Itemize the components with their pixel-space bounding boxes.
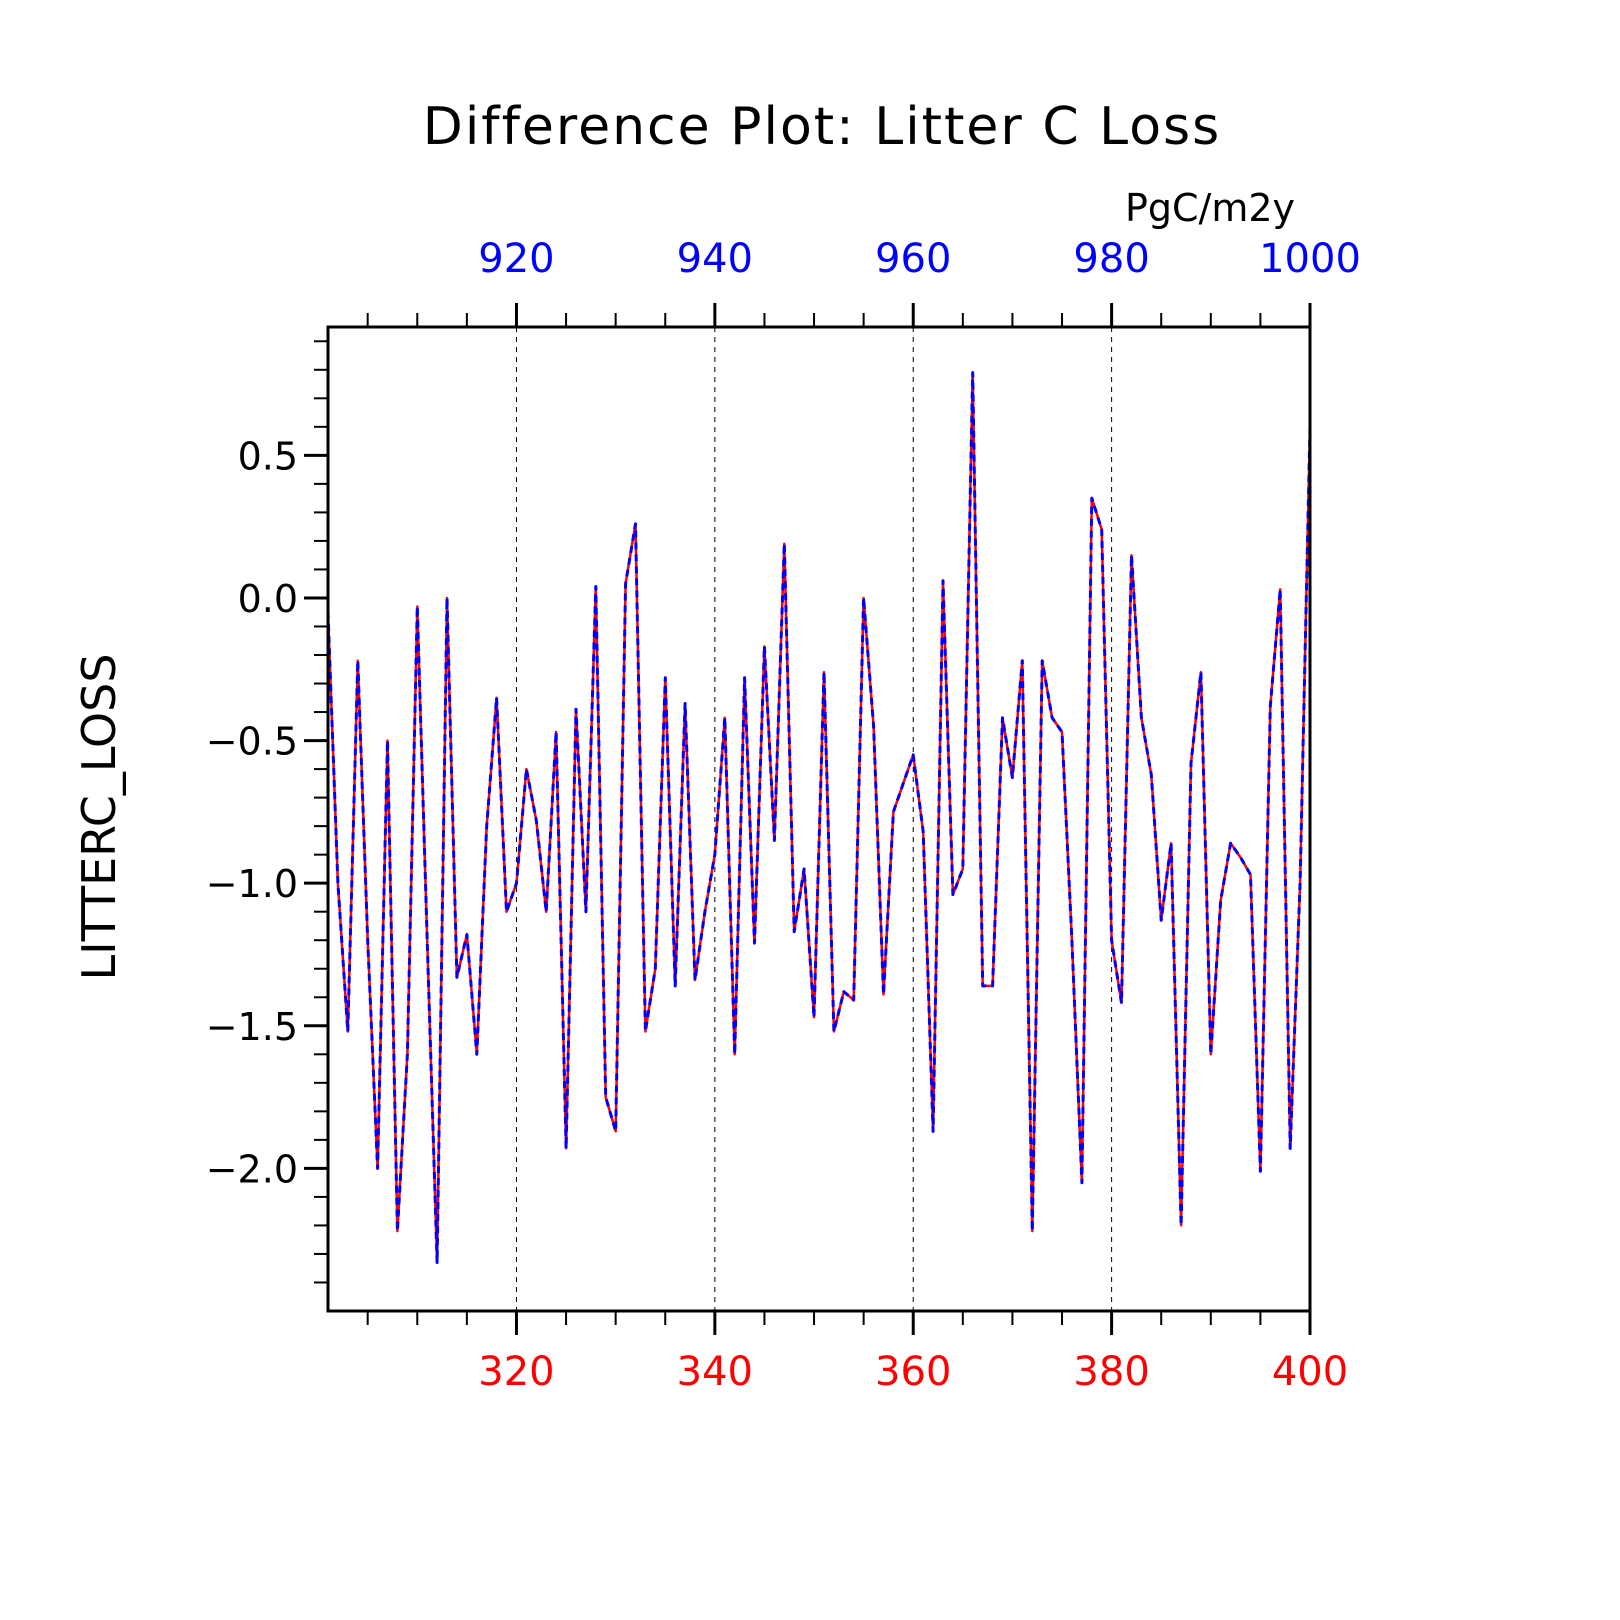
axis-ticks bbox=[304, 303, 1312, 1335]
plot-frame bbox=[326, 325, 1312, 1313]
y-axis-label: LITTERC_LOSS bbox=[72, 653, 126, 980]
top-x-tick-label: 1000 bbox=[1259, 236, 1361, 282]
y-tick-label: −1.5 bbox=[206, 1005, 298, 1049]
series-line-blue-dashed bbox=[326, 371, 1312, 1264]
chart-title: Difference Plot: Litter C Loss bbox=[423, 97, 1221, 157]
top-x-tick-label: 940 bbox=[677, 236, 753, 282]
bottom-x-tick-label: 340 bbox=[677, 1349, 753, 1395]
y-tick-label: −1.0 bbox=[206, 862, 298, 906]
vertical-gridlines bbox=[515, 327, 1113, 1311]
top-x-tick-labels: 920 940 960 980 1000 bbox=[478, 236, 1361, 282]
bottom-x-tick-label: 380 bbox=[1073, 1349, 1149, 1395]
y-tick-label: 0.0 bbox=[238, 577, 298, 621]
bottom-x-tick-label: 400 bbox=[1272, 1349, 1348, 1395]
units-label: PgC/m2y bbox=[1125, 186, 1295, 230]
data-lines bbox=[326, 371, 1312, 1264]
top-x-tick-label: 960 bbox=[875, 236, 951, 282]
y-tick-label: −0.5 bbox=[206, 720, 298, 764]
y-tick-labels: −2.0 −1.5 −1.0 −0.5 0.0 0.5 bbox=[206, 434, 298, 1191]
bottom-x-tick-labels: 320 340 360 380 400 bbox=[478, 1349, 1348, 1395]
y-tick-label: −2.0 bbox=[206, 1147, 298, 1191]
bottom-x-tick-label: 320 bbox=[478, 1349, 554, 1395]
top-x-tick-label: 920 bbox=[478, 236, 554, 282]
top-x-tick-label: 980 bbox=[1073, 236, 1149, 282]
bottom-x-tick-label: 360 bbox=[875, 1349, 951, 1395]
y-tick-label: 0.5 bbox=[238, 434, 298, 478]
